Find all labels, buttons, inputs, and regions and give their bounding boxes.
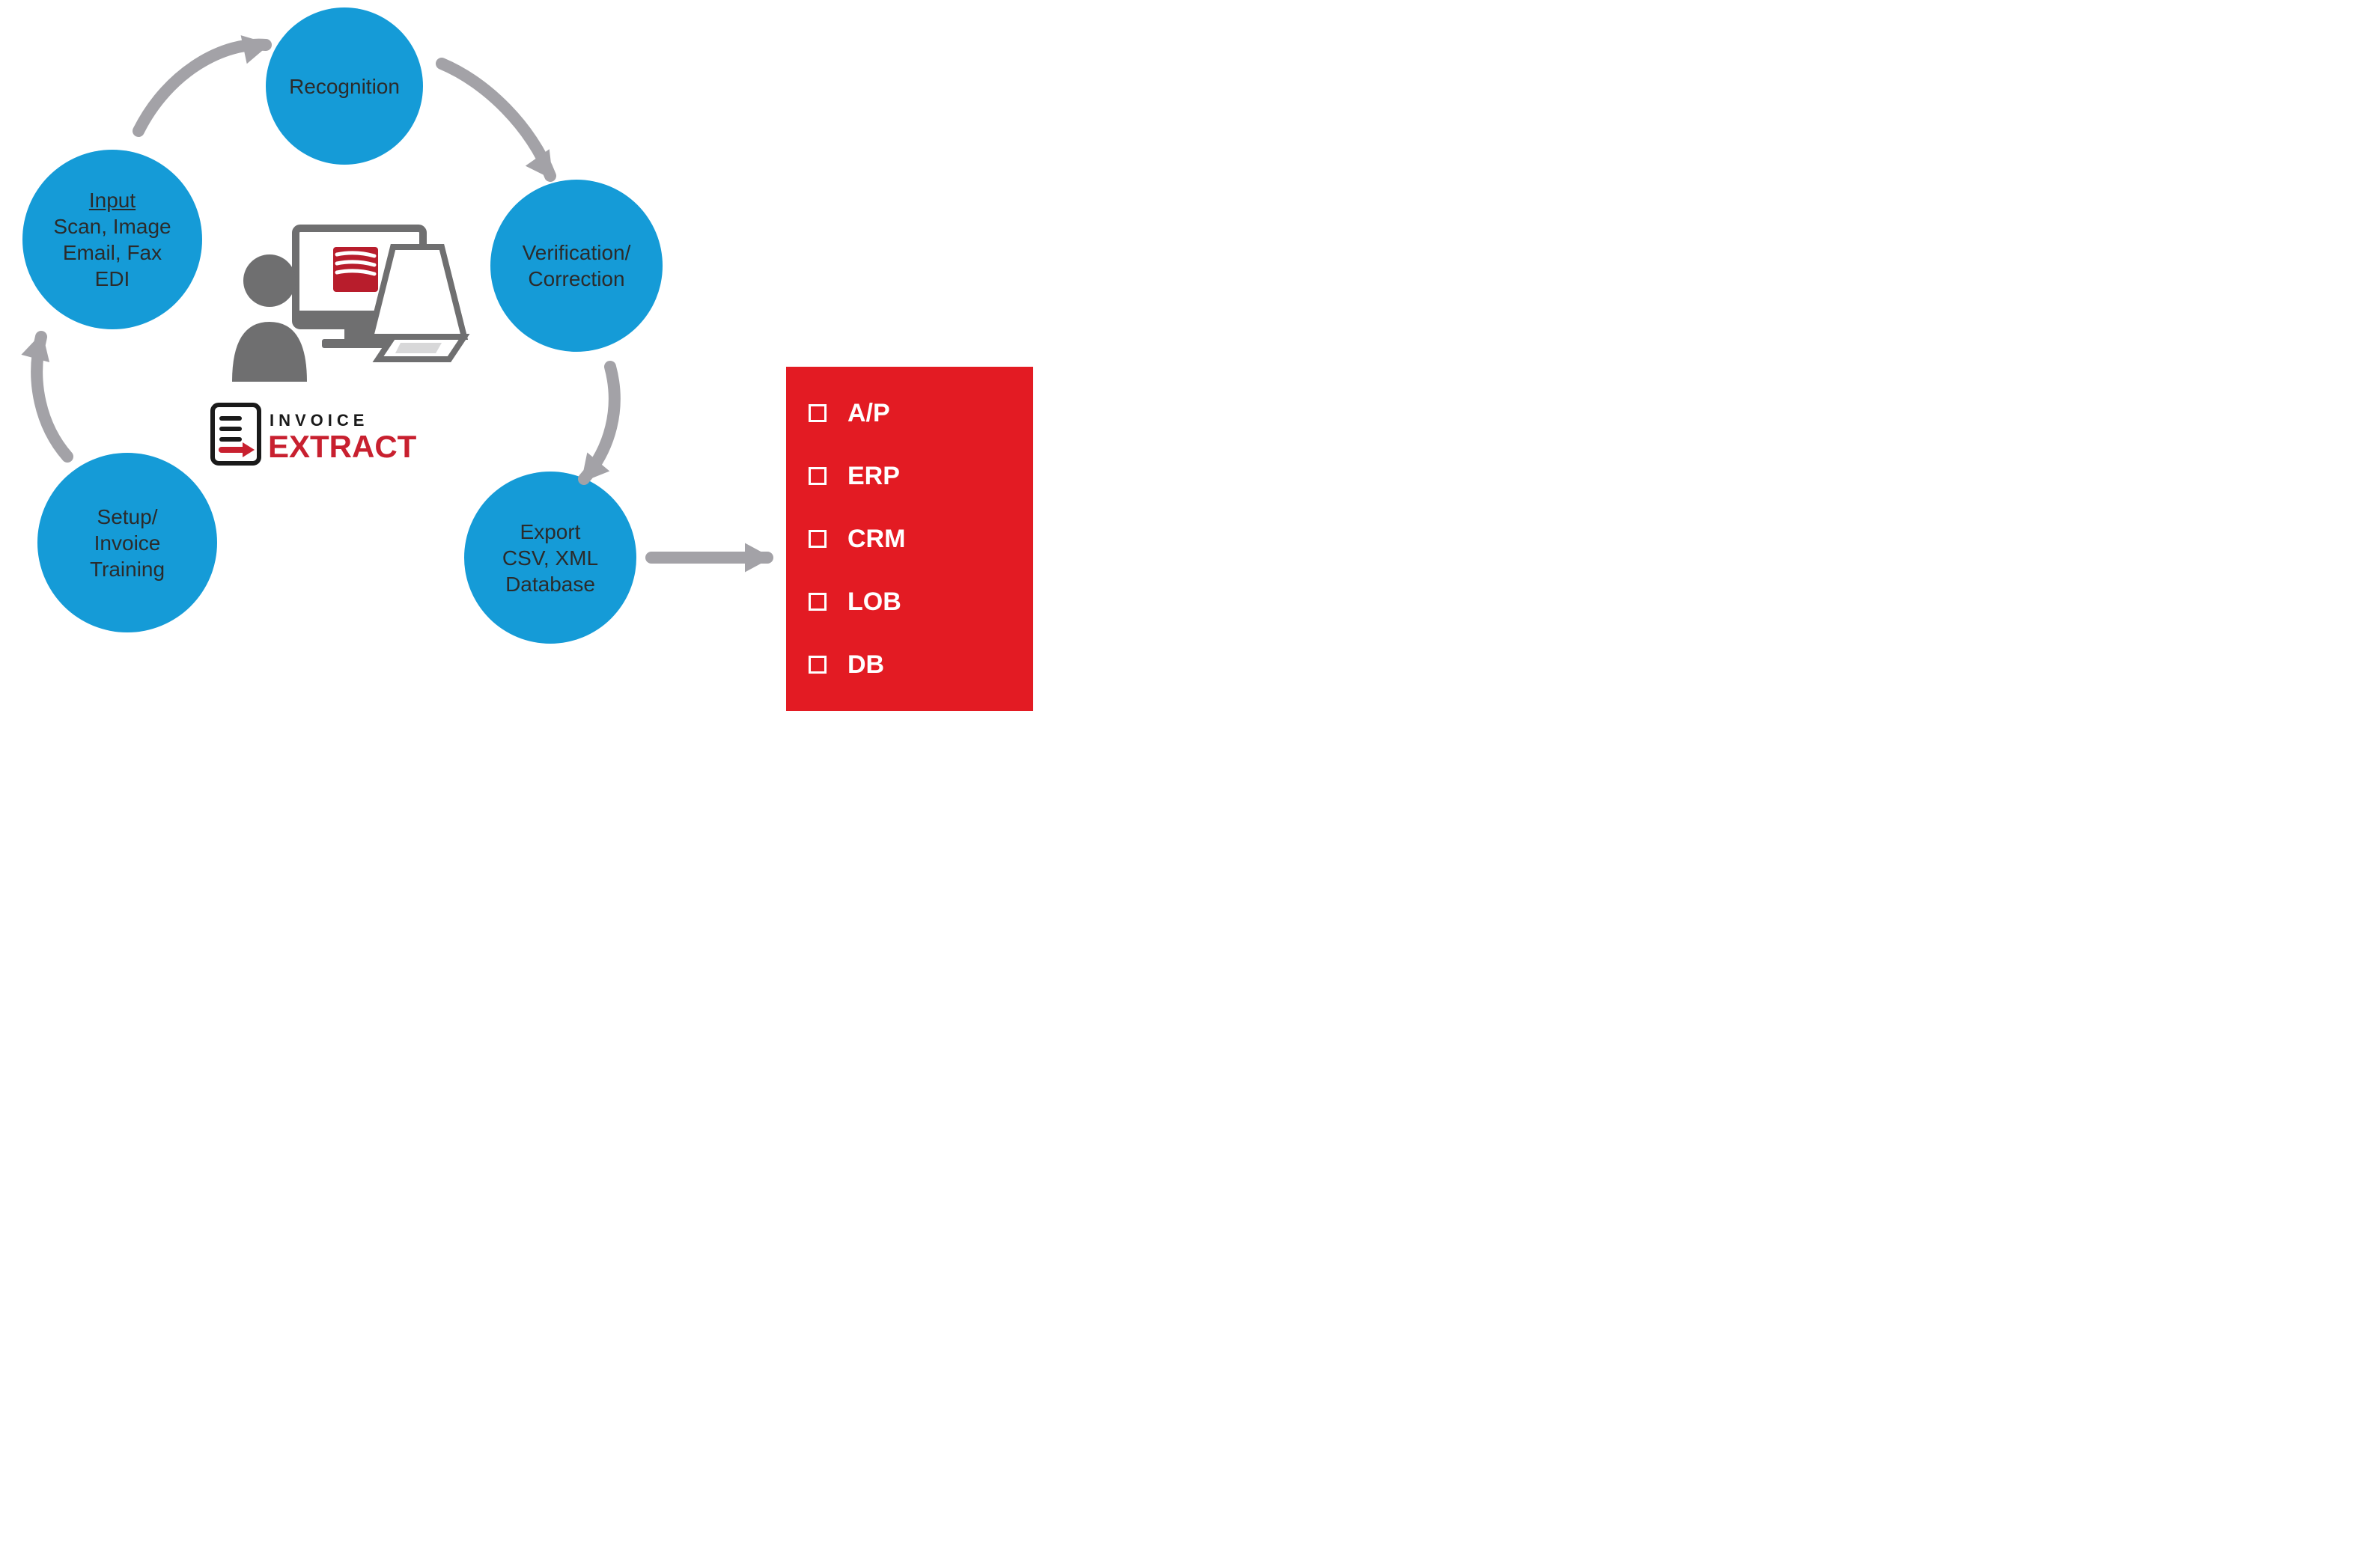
output-item-label: ERP [847, 462, 900, 491]
arrow-setup-to-input [37, 337, 67, 457]
node-label-3: Training [90, 556, 165, 582]
output-item: ERP [809, 462, 1011, 491]
output-item: A/P [809, 399, 1011, 428]
node-label-1: Export [520, 519, 581, 545]
node-label-2: CSV, XML [502, 545, 598, 571]
bullet-square-icon [809, 404, 827, 422]
node-label-3: Database [505, 571, 595, 597]
node-label-2: Invoice [94, 530, 161, 556]
logo-bottom-text: EXTRACT [268, 429, 417, 464]
output-item-label: LOB [847, 588, 901, 617]
node-export: Export CSV, XML Database [464, 472, 636, 644]
node-setup: Setup/ Invoice Training [37, 453, 217, 632]
node-label-2: Correction [528, 266, 624, 292]
output-item-label: A/P [847, 399, 890, 428]
arrow-input-to-recognition [139, 45, 266, 131]
arrow-verification-to-export [584, 367, 615, 479]
node-label: Recognition [289, 73, 400, 100]
node-label-1: Setup/ [97, 504, 158, 530]
arrow-recognition-to-verification [442, 64, 550, 176]
output-item: DB [809, 650, 1011, 680]
bullet-square-icon [809, 530, 827, 548]
node-label-1: Verification/ [523, 240, 631, 266]
bullet-square-icon [809, 593, 827, 611]
invoice-extract-logo-icon: INVOICE EXTRACT [210, 400, 449, 468]
output-item-label: CRM [847, 525, 905, 554]
node-line-2: Email, Fax [63, 240, 162, 266]
node-line-3: EDI [95, 266, 130, 292]
output-item: LOB [809, 588, 1011, 617]
bullet-square-icon [809, 467, 827, 485]
output-item-label: DB [847, 650, 884, 680]
node-input: Input Scan, Image Email, Fax EDI [22, 150, 202, 329]
output-item: CRM [809, 525, 1011, 554]
node-title: Input [89, 187, 136, 213]
workstation-icon [217, 210, 472, 404]
logo-top-text: INVOICE [270, 411, 368, 430]
node-verification: Verification/ Correction [490, 180, 663, 352]
brand-logo: INVOICE EXTRACT [210, 400, 449, 472]
node-recognition: Recognition [266, 7, 423, 165]
output-box: A/P ERP CRM LOB DB [786, 367, 1033, 711]
node-line-1: Scan, Image [53, 213, 171, 240]
bullet-square-icon [809, 656, 827, 674]
center-illustration [217, 210, 472, 408]
